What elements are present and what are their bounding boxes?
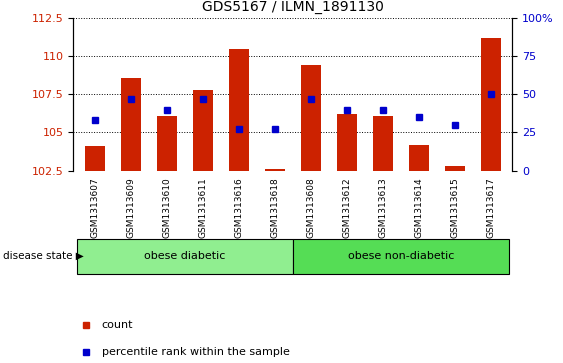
Text: disease state ▶: disease state ▶ [3, 251, 83, 261]
Bar [373, 116, 392, 171]
Bar [77, 239, 293, 274]
Title: GDS5167 / ILMN_1891130: GDS5167 / ILMN_1891130 [202, 0, 384, 15]
Text: GSM1313612: GSM1313612 [342, 177, 351, 238]
Text: obese diabetic: obese diabetic [144, 251, 225, 261]
Bar [293, 239, 509, 274]
Text: GSM1313613: GSM1313613 [378, 177, 387, 238]
Text: GSM1313615: GSM1313615 [450, 177, 459, 238]
Bar [229, 49, 249, 171]
Bar [193, 90, 213, 171]
Text: GSM1313610: GSM1313610 [162, 177, 171, 238]
Bar [157, 116, 177, 171]
Text: GSM1313611: GSM1313611 [198, 177, 207, 238]
Bar [121, 78, 141, 171]
Bar [337, 114, 356, 171]
Text: GSM1313618: GSM1313618 [270, 177, 279, 238]
Text: percentile rank within the sample: percentile rank within the sample [102, 347, 289, 357]
Text: GSM1313614: GSM1313614 [414, 177, 423, 238]
Text: obese non-diabetic: obese non-diabetic [347, 251, 454, 261]
Bar [85, 146, 105, 171]
Bar [301, 65, 321, 171]
Text: GSM1313616: GSM1313616 [234, 177, 243, 238]
Text: GSM1313617: GSM1313617 [486, 177, 495, 238]
Text: GSM1313607: GSM1313607 [90, 177, 99, 238]
Text: count: count [102, 320, 133, 330]
Bar [265, 169, 285, 171]
Bar [445, 166, 464, 171]
Text: GSM1313609: GSM1313609 [126, 177, 135, 238]
Bar [481, 38, 501, 171]
Text: GSM1313608: GSM1313608 [306, 177, 315, 238]
Bar [409, 145, 428, 171]
